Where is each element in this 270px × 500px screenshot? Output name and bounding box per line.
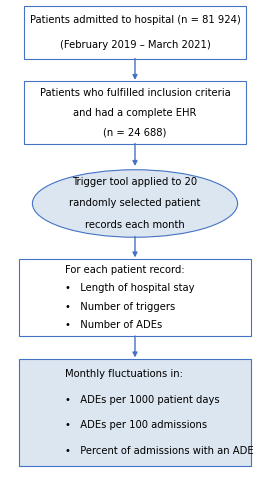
Text: •   Percent of admissions with an ADE: • Percent of admissions with an ADE (65, 446, 254, 456)
Ellipse shape (32, 170, 238, 237)
Text: records each month: records each month (85, 220, 185, 230)
FancyBboxPatch shape (19, 359, 251, 466)
FancyBboxPatch shape (24, 6, 246, 59)
Text: •   Number of ADEs: • Number of ADEs (65, 320, 163, 330)
Text: Patients admitted to hospital (n = 81 924): Patients admitted to hospital (n = 81 92… (30, 15, 240, 25)
Text: •   Number of triggers: • Number of triggers (65, 302, 176, 312)
Text: Monthly fluctuations in:: Monthly fluctuations in: (65, 369, 183, 379)
Text: Patients who fulfilled inclusion criteria: Patients who fulfilled inclusion criteri… (40, 88, 230, 98)
Text: •   Length of hospital stay: • Length of hospital stay (65, 284, 195, 294)
Text: •   ADEs per 1000 patient days: • ADEs per 1000 patient days (65, 394, 220, 404)
Text: and had a complete EHR: and had a complete EHR (73, 108, 197, 118)
FancyBboxPatch shape (24, 81, 246, 144)
Text: Trigger tool applied to 20: Trigger tool applied to 20 (72, 177, 198, 187)
Text: (February 2019 – March 2021): (February 2019 – March 2021) (60, 40, 210, 50)
Text: For each patient record:: For each patient record: (65, 265, 185, 275)
FancyBboxPatch shape (19, 259, 251, 336)
Text: (n = 24 688): (n = 24 688) (103, 128, 167, 138)
Text: •   ADEs per 100 admissions: • ADEs per 100 admissions (65, 420, 207, 430)
Text: randomly selected patient: randomly selected patient (69, 198, 201, 208)
